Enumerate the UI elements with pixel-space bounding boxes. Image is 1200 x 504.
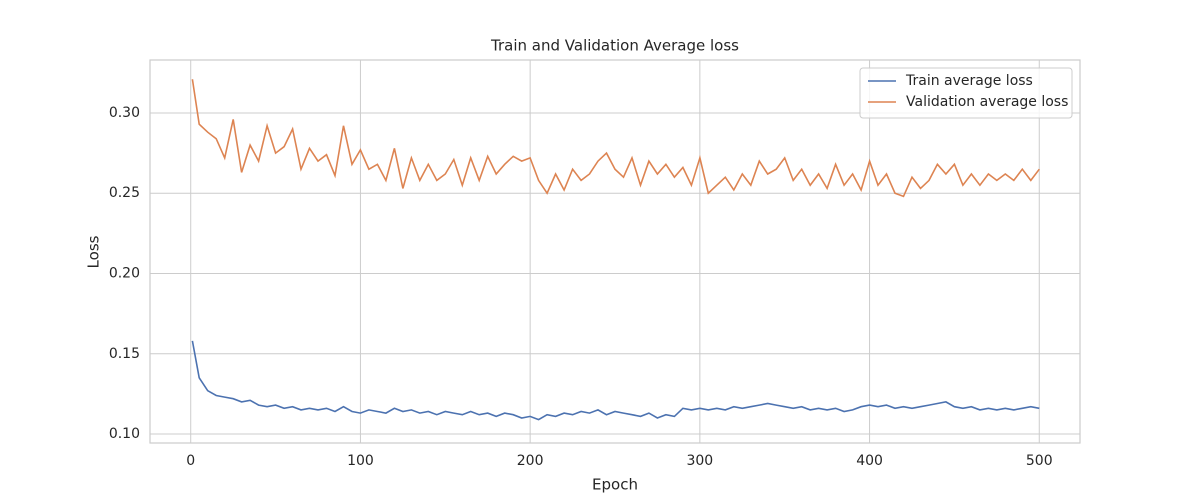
legend-label: Train average loss: [905, 73, 1033, 89]
plot-frame: [149, 59, 1081, 444]
y-tick-label: 0.20: [109, 265, 140, 281]
y-tick-label: 0.25: [109, 185, 140, 201]
x-tick-label: 100: [347, 453, 374, 469]
legend-label: Validation average loss: [906, 94, 1068, 110]
x-tick-label: 300: [686, 453, 713, 469]
y-tick-label: 0.15: [109, 346, 140, 362]
legend-box: [859, 67, 1073, 119]
x-tick-label: 0: [186, 453, 195, 469]
y-tick-label: 0.30: [109, 105, 140, 121]
x-tick-label: 200: [517, 453, 544, 469]
series-line: [191, 340, 1040, 421]
x-tick-label: 400: [856, 453, 883, 469]
chart-title: Train and Validation Average loss: [490, 37, 739, 55]
series-line: [191, 79, 1040, 198]
y-axis-label: Loss: [85, 235, 103, 268]
x-axis-label: Epoch: [592, 476, 638, 494]
y-tick-label: 0.10: [109, 426, 140, 442]
x-tick-label: 500: [1026, 453, 1053, 469]
